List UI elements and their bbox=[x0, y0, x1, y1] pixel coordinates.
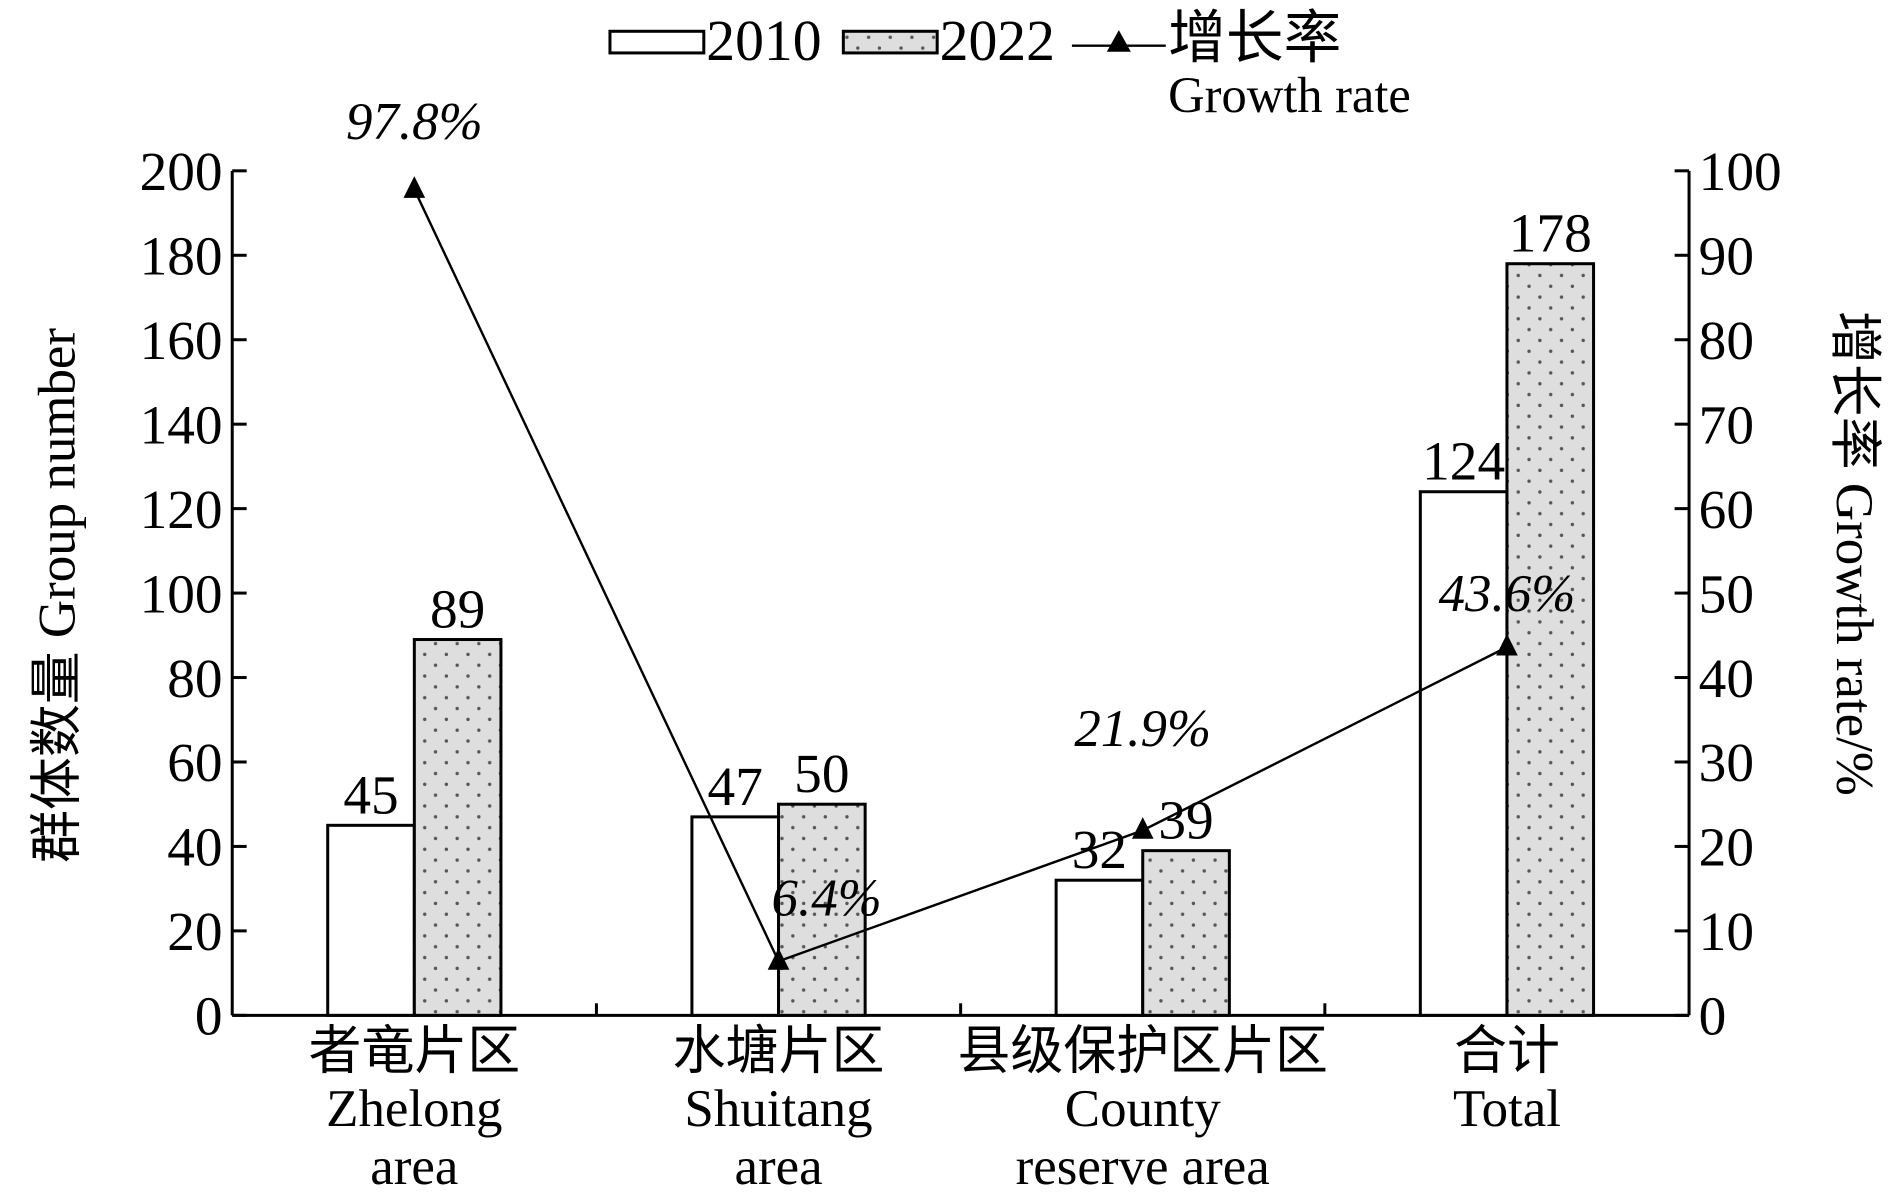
bar-2010 bbox=[1418, 490, 1509, 1017]
growth-rate-label: 97.8% bbox=[346, 93, 483, 151]
y-right-tick-label: 0 bbox=[1699, 986, 1727, 1047]
category-label-cn: 者竜片区 bbox=[308, 1022, 520, 1080]
y-left-tick-label: 200 bbox=[140, 141, 223, 202]
growth-rate-label: 43.6% bbox=[1439, 565, 1576, 623]
category-label-en: Total bbox=[1453, 1080, 1561, 1138]
category-label-en: reserve area bbox=[1016, 1138, 1270, 1196]
growth-rate-point-icon bbox=[1496, 633, 1518, 656]
bar-2010-value-label: 45 bbox=[343, 764, 398, 825]
y-left-tick-label: 80 bbox=[167, 648, 222, 709]
category-label-cn: 县级保护区片区 bbox=[958, 1022, 1328, 1080]
y-right-tick-label: 30 bbox=[1699, 732, 1754, 793]
bar-2022 bbox=[1505, 262, 1596, 1017]
bar-2010-value-label: 32 bbox=[1072, 819, 1127, 880]
y-right-axis-title: 增长率 Growth rate/% bbox=[1825, 311, 1883, 796]
bar-2022 bbox=[1141, 849, 1231, 1017]
legend-growth-marker-icon bbox=[1106, 30, 1131, 52]
bar-2022-value-label: 89 bbox=[430, 578, 485, 639]
growth-rate-point-icon bbox=[403, 176, 426, 198]
bar-2010 bbox=[1054, 878, 1145, 1017]
y-left-tick-label: 120 bbox=[140, 479, 223, 540]
legend: 2010 2022 增长率 Growth rate bbox=[608, 8, 1411, 123]
legend-swatch-2022 bbox=[841, 29, 939, 55]
y-right-tick-label: 90 bbox=[1699, 226, 1754, 287]
growth-rate-point-icon bbox=[1131, 817, 1154, 839]
category-label-cn: 水塘片区 bbox=[673, 1022, 885, 1080]
y-right-tick-label: 60 bbox=[1699, 479, 1754, 540]
y-right-tick-label: 20 bbox=[1699, 817, 1754, 878]
y-left-ticks: 0 20 40 60 80 100 120 140 160 180 200 bbox=[140, 141, 247, 1047]
y-right-tick-label: 40 bbox=[1699, 648, 1754, 709]
bar-2010 bbox=[690, 815, 781, 1017]
category-label-en: area bbox=[734, 1138, 822, 1196]
x-ticks bbox=[594, 1003, 1327, 1016]
y-left-tick-label: 40 bbox=[167, 817, 222, 878]
growth-rate-point-icon bbox=[767, 948, 790, 970]
bar-2022 bbox=[412, 638, 503, 1017]
category-label-en: County bbox=[1065, 1080, 1221, 1138]
y-left-tick-label: 0 bbox=[195, 986, 223, 1047]
bar-2022 bbox=[777, 802, 867, 1017]
y-right-tick-label: 100 bbox=[1699, 141, 1782, 202]
category-label-en: Shuitang bbox=[684, 1080, 872, 1138]
growth-rate-line bbox=[413, 188, 1508, 963]
legend-label-growth-en: Growth rate bbox=[1168, 67, 1411, 123]
y-right-ticks: 0 10 20 30 40 50 60 70 80 90 100 bbox=[1674, 141, 1782, 1047]
category-label-cn: 合计 bbox=[1454, 1022, 1560, 1080]
y-left-tick-label: 100 bbox=[140, 563, 223, 624]
growth-rate-label: 6.4% bbox=[772, 870, 882, 928]
growth-rate-series: 97.8% 6.4% 21.9% 43.6% bbox=[346, 93, 1575, 970]
bar-2022-value-label: 178 bbox=[1509, 203, 1592, 264]
y-left-tick-label: 140 bbox=[140, 394, 223, 455]
legend-swatch-2010 bbox=[608, 29, 706, 55]
bar-2010 bbox=[326, 823, 416, 1017]
y-left-tick-label: 180 bbox=[140, 226, 223, 287]
bar-2022-value-label: 50 bbox=[794, 743, 849, 804]
legend-label-2010: 2010 bbox=[706, 10, 821, 73]
y-left-axis-title: 群体数量 Group number bbox=[29, 328, 87, 863]
legend-label-growth-cn: 增长率 bbox=[1168, 8, 1341, 71]
category-labels: 者竜片区Zhelongarea水塘片区Shuitangarea县级保护区片区Co… bbox=[308, 1022, 1560, 1195]
bars bbox=[326, 262, 1596, 1017]
y-right-tick-label: 10 bbox=[1699, 901, 1754, 962]
bar-2010-value-label: 124 bbox=[1422, 431, 1505, 492]
y-right-tick-label: 50 bbox=[1699, 563, 1754, 624]
growth-rate-label: 21.9% bbox=[1074, 700, 1211, 758]
y-right-tick-label: 70 bbox=[1699, 394, 1754, 455]
legend-label-2022: 2022 bbox=[940, 10, 1055, 73]
y-left-tick-label: 20 bbox=[167, 901, 222, 962]
category-label-en: area bbox=[370, 1138, 458, 1196]
y-right-tick-label: 80 bbox=[1699, 310, 1754, 371]
y-left-tick-label: 60 bbox=[167, 732, 222, 793]
bar-2010-value-label: 47 bbox=[708, 756, 763, 817]
category-label-en: Zhelong bbox=[326, 1080, 502, 1138]
y-left-tick-label: 160 bbox=[140, 310, 223, 371]
